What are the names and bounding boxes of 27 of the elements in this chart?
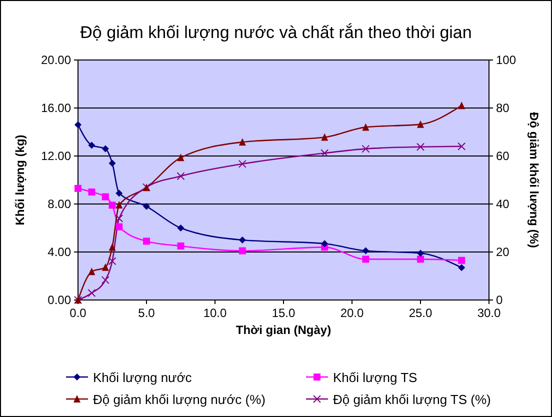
legend-label: Khối lượng nước	[93, 370, 192, 385]
y2-tick-label: 20	[496, 245, 510, 259]
y2-tick-label: 40	[496, 197, 510, 211]
y-axis-title: Khối lượng (kg)	[13, 134, 27, 226]
legend-label: Khối lượng TS	[333, 370, 418, 385]
y-tick-label: 8.00	[48, 197, 72, 211]
y-tick-label: 0.00	[48, 293, 72, 307]
y2-tick-label: 100	[496, 53, 516, 67]
legend-label: Độ giảm khối lượng TS (%)	[333, 392, 491, 407]
x-tick-label: 5.0	[138, 306, 156, 320]
y2-tick-label: 0	[496, 293, 503, 307]
legend-label: Độ giảm khối lượng nước (%)	[93, 392, 266, 407]
x-tick-label: 10.0	[203, 306, 227, 320]
y-tick-label: 12.00	[40, 149, 72, 163]
y-tick-label: 16.00	[40, 101, 72, 115]
x-axis-title: Thời gian (Ngày)	[236, 323, 332, 337]
chart-title: Độ giảm khối lượng nước và chất rắn theo thời gian	[80, 23, 472, 42]
y-tick-label: 20.00	[40, 53, 72, 67]
y2-tick-label: 60	[496, 149, 510, 163]
y2-tick-label: 80	[496, 101, 510, 115]
y-tick-label: 4.00	[48, 245, 72, 259]
x-tick-label: 25.0	[408, 306, 432, 320]
x-tick-label: 20.0	[340, 306, 364, 320]
x-tick-label: 30.0	[477, 306, 501, 320]
x-tick-label: 0.0	[70, 306, 87, 320]
x-tick-label: 15.0	[272, 306, 296, 320]
y2-axis-title: Độ giảm khối lượng (%)	[527, 112, 541, 248]
